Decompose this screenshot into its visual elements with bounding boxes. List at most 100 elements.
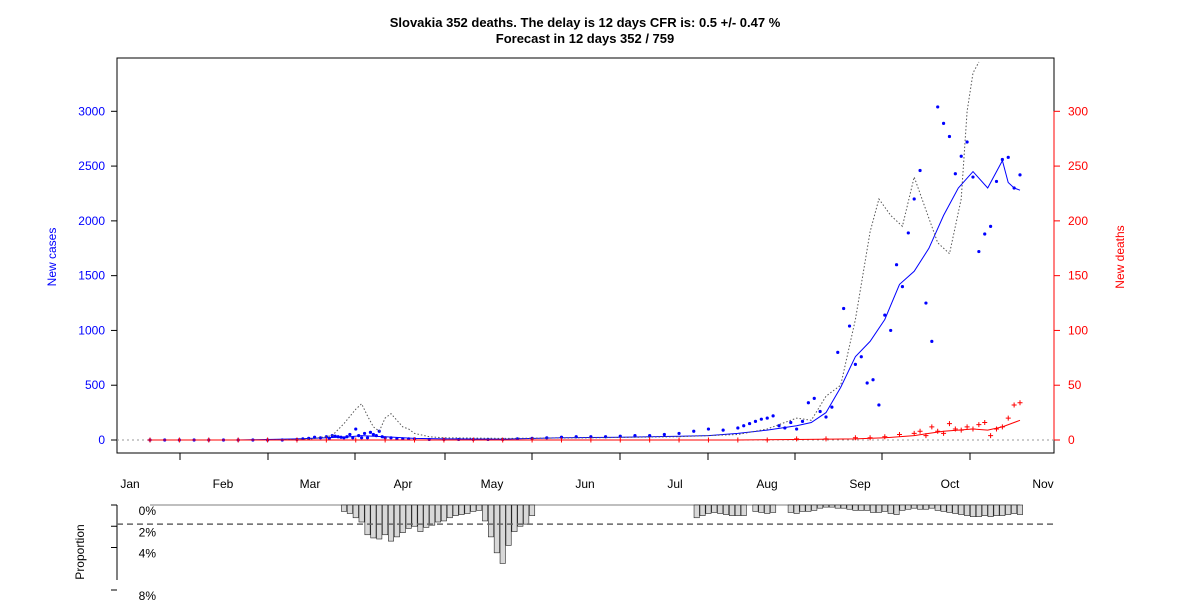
proportion-bar [999,504,1006,516]
proportion-bar [405,504,412,529]
deaths-point [941,430,947,436]
proportion-bar [729,504,735,516]
proportion-bar [817,504,824,509]
proportion-bar [952,504,959,514]
proportion-bar [799,504,806,512]
deaths-point [896,432,902,438]
proportion-bar [429,504,436,526]
cases-point [677,431,681,436]
cases-point [706,427,711,431]
y-left-tick-label: 1500 [78,269,105,283]
y-left-tick-label: 2000 [78,214,105,228]
proportion-bar [917,504,924,510]
cases-point [777,424,781,428]
cases-point [362,431,367,436]
proportion-tick-label: 4% [139,547,157,561]
proportion-bar [411,504,418,527]
proportion-bar [705,504,712,514]
x-tick-label: May [481,477,504,491]
y-right-tick-label: 50 [1068,378,1082,392]
proportion-bar [341,504,347,512]
cases-point [351,436,355,440]
proportion-bar [511,504,518,532]
plot-frame [116,57,1055,454]
x-tick-label: Sep [849,477,871,491]
proportion-bar [923,504,929,510]
proportion-bar [970,504,976,517]
proportion-bar [435,504,441,523]
y-axis-title-right: New deaths [1113,225,1127,288]
cases-point [971,175,975,179]
x-tick-label: Aug [756,477,777,491]
proportion-bar [770,504,777,513]
proportion-bar [1005,504,1012,515]
cases-projection-line [150,61,980,441]
cases-point [692,429,696,433]
cases-point [889,328,893,333]
deaths-point [982,419,988,425]
cases-point [906,231,910,235]
proportion-tick-label: 0% [139,504,157,518]
cases-point [871,378,875,382]
cases-point [354,427,358,431]
proportion-bar [352,504,359,519]
proportion-bar [493,504,500,554]
proportion-bar [964,504,971,516]
proportion-bar [975,504,982,517]
y-right-tick-label: 150 [1068,269,1088,283]
deaths-point [917,428,923,434]
proportion-bars [150,504,1023,564]
cases-point [795,427,799,431]
cases-point [847,324,852,328]
proportion-bar [717,504,724,514]
x-tick-label: Oct [941,477,960,491]
x-tick-label: Jul [667,477,682,491]
proportion-bar [987,504,994,517]
proportion-bar [505,504,512,546]
proportion-bar [911,504,918,509]
cases-point [936,105,940,109]
proportion-bar [940,504,947,512]
proportion-bar [928,504,935,509]
deaths-point [988,433,994,439]
cases-point [918,168,922,173]
deaths-point [794,436,800,442]
proportion-bar [958,504,965,515]
proportion-bar [458,504,465,515]
proportion-ticks: 0% 2% 4% 8% [111,504,156,600]
cases-point [947,134,952,139]
cases-point [747,421,752,426]
y-axis-right-ticks: 0 50 100 150 200 250 300 [1053,104,1088,447]
proportion-axis-title: Proportion [73,524,87,579]
proportion-bar [699,504,706,516]
proportion-bar [764,504,771,514]
proportion-bar [417,504,424,532]
cases-point [759,417,763,421]
proportion-bar [899,504,906,511]
proportion-bar [875,504,882,513]
proportion-bar [382,504,389,536]
proportion-bar [476,504,483,511]
proportion-bar [981,504,988,516]
proportion-bar [358,504,365,523]
proportion-bar [787,504,794,513]
x-tick-label: Nov [1032,477,1053,491]
cases-point [877,403,881,407]
cases-point [753,419,758,423]
cases-point [977,249,981,254]
proportion-bar [881,504,888,512]
proportion-bar [370,504,377,539]
x-tick-label: Feb [213,477,234,491]
y-axis-left-ticks: 0 500 1000 1500 2000 2500 3000 [78,104,117,447]
y-right-tick-label: 200 [1068,214,1088,228]
cases-point [633,434,637,438]
cases-point [930,339,934,343]
cases-point [953,172,957,176]
cases-point [842,306,846,311]
cases-point [800,419,805,423]
deaths-point [852,435,858,441]
deaths-point [976,422,982,428]
cases-point [859,355,863,359]
cases-point [900,285,905,289]
deaths-point [964,424,970,430]
